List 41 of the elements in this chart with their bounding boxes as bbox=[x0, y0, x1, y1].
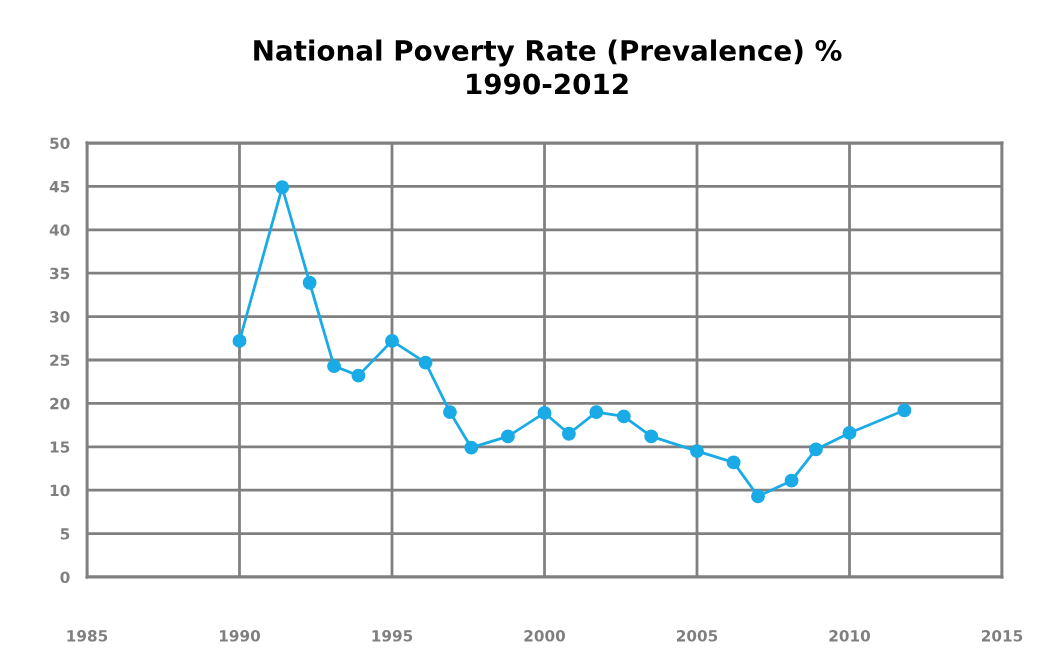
y-tick-label: 30 bbox=[50, 311, 70, 323]
point bbox=[385, 333, 399, 348]
point bbox=[232, 333, 247, 348]
point bbox=[275, 180, 290, 195]
point bbox=[500, 429, 515, 444]
point bbox=[616, 409, 631, 424]
x-tick-label: 2015 bbox=[981, 630, 1023, 642]
point bbox=[302, 275, 317, 290]
x-tick-label: 2010 bbox=[829, 630, 871, 642]
y-tick-label: 10 bbox=[50, 484, 70, 497]
y-tick-label: 40 bbox=[49, 224, 70, 236]
point bbox=[443, 405, 457, 420]
point bbox=[842, 425, 857, 440]
y-tick-label: 50 bbox=[50, 137, 70, 150]
x-tick-label: 1990 bbox=[219, 630, 261, 642]
y-tick-label: 0 bbox=[60, 571, 70, 584]
point bbox=[784, 473, 799, 488]
point bbox=[464, 440, 479, 455]
y-tick-label: 25 bbox=[50, 354, 70, 367]
x-tick-label: 2000 bbox=[524, 630, 566, 642]
y-tick-label: 35 bbox=[50, 267, 70, 280]
point bbox=[726, 455, 741, 470]
x-tick-label: 1995 bbox=[372, 630, 413, 642]
point bbox=[418, 355, 433, 370]
point bbox=[561, 426, 576, 441]
point bbox=[327, 359, 341, 374]
point bbox=[897, 403, 912, 418]
chart-title: National Poverty Rate (Prevalence) % 1990-2012 bbox=[254, 39, 842, 95]
point bbox=[809, 442, 823, 457]
point bbox=[351, 368, 366, 383]
x-tick-label: 2005 bbox=[676, 630, 718, 642]
point bbox=[589, 405, 604, 420]
point bbox=[751, 489, 765, 504]
y-tick-label: 5 bbox=[60, 528, 70, 540]
y-tick-label: 45 bbox=[49, 181, 70, 193]
point bbox=[537, 406, 552, 420]
y-tick-label: 20 bbox=[50, 397, 70, 410]
point bbox=[690, 444, 704, 459]
x-tick-label: 1985 bbox=[67, 630, 108, 642]
point bbox=[644, 429, 659, 444]
y-tick-label: 15 bbox=[50, 441, 70, 453]
